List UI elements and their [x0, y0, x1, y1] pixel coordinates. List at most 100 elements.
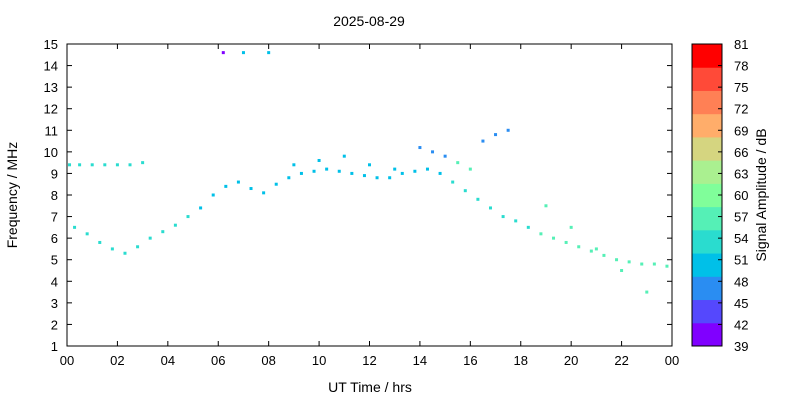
data-point	[173, 223, 177, 227]
data-point	[589, 249, 593, 253]
colorbar-segment	[692, 113, 722, 138]
data-point	[241, 51, 245, 55]
data-point	[640, 262, 644, 266]
data-point	[337, 169, 341, 173]
colorbar-tick-label: 39	[734, 339, 748, 354]
data-point	[299, 171, 303, 175]
data-point	[115, 163, 119, 167]
colorbar-segment	[692, 136, 722, 161]
data-point	[274, 182, 278, 186]
data-point	[514, 219, 518, 223]
colorbar-segment	[692, 322, 722, 347]
colorbar-segment	[692, 67, 722, 91]
data-point	[68, 163, 72, 167]
y-tick-label: 10	[44, 145, 58, 160]
data-point	[463, 189, 467, 193]
data-point	[249, 187, 253, 191]
data-point	[418, 146, 422, 150]
colorbar-tick-label: 51	[734, 253, 748, 268]
y-tick-label: 14	[44, 59, 58, 74]
data-point	[141, 161, 145, 165]
colorbar-tick-label: 75	[734, 80, 748, 95]
data-point	[136, 245, 140, 249]
data-point	[350, 171, 354, 175]
colorbar-tick-label: 57	[734, 210, 748, 225]
data-point	[506, 128, 510, 132]
colorbar-segment	[692, 253, 722, 277]
colorbar-tick-label: 60	[734, 188, 748, 203]
data-point	[569, 225, 573, 229]
data-point	[262, 191, 266, 195]
y-tick-label: 7	[51, 210, 58, 225]
data-point	[312, 169, 316, 173]
data-point	[481, 139, 485, 143]
data-point	[476, 197, 480, 201]
x-tick-label: 20	[564, 353, 578, 368]
y-tick-label: 4	[51, 274, 58, 289]
data-point	[199, 206, 203, 210]
colorbar-segment	[692, 299, 722, 324]
data-point	[425, 167, 429, 171]
x-tick-label: 02	[110, 353, 124, 368]
data-point	[211, 193, 215, 197]
data-point	[342, 154, 346, 158]
data-point	[85, 232, 89, 236]
x-tick-label: 06	[211, 353, 225, 368]
data-point	[98, 240, 102, 244]
y-tick-label: 6	[51, 231, 58, 246]
data-point	[400, 171, 404, 175]
colorbar-segment	[692, 229, 722, 254]
colorbar-tick-label: 81	[734, 37, 748, 52]
data-point	[123, 251, 127, 255]
x-tick-label: 14	[413, 353, 427, 368]
colorbar-tick-label: 54	[734, 231, 748, 246]
data-point	[90, 163, 94, 167]
data-point	[489, 206, 492, 210]
colorbar-tick-label: 42	[734, 317, 748, 332]
colorbar-tick-label: 78	[734, 59, 748, 74]
y-tick-label: 11	[45, 123, 59, 138]
colorbar-label: Signal Amplitude / dB	[753, 128, 769, 261]
data-point	[594, 247, 598, 251]
colorbar-segment	[692, 183, 722, 208]
colorbar-tick-label: 66	[734, 145, 748, 160]
data-point	[388, 176, 392, 180]
data-point	[431, 150, 435, 154]
data-point	[224, 184, 228, 188]
data-point	[267, 51, 271, 55]
data-point	[186, 215, 190, 219]
y-tick-label: 3	[51, 296, 58, 311]
y-tick-label: 1	[51, 339, 58, 354]
y-tick-label: 12	[44, 102, 58, 117]
data-point	[645, 290, 649, 294]
colorbar-tick-label: 45	[734, 296, 748, 311]
data-point	[539, 232, 543, 236]
data-point	[236, 180, 240, 184]
data-point	[73, 225, 77, 229]
data-point	[292, 163, 296, 167]
colorbar: 39 42 45 48 51 54 57 60 63 66 69 72 75 78 81	[691, 37, 748, 354]
data-point	[468, 167, 472, 171]
data-point	[564, 240, 568, 244]
data-point	[78, 163, 82, 167]
data-point	[148, 236, 152, 240]
x-tick-label: 12	[362, 353, 376, 368]
y-tick-label: 9	[51, 166, 58, 181]
colorbar-tick-label: 48	[734, 274, 748, 289]
colorbar-tick-label: 63	[734, 166, 748, 181]
data-point	[128, 163, 132, 167]
data-point	[161, 230, 165, 234]
data-point	[652, 262, 656, 266]
x-tick-label: 18	[514, 353, 528, 368]
colorbar-segment	[692, 44, 722, 68]
x-tick-label: 22	[614, 353, 628, 368]
data-point	[413, 169, 417, 173]
colorbar-segment	[692, 90, 722, 115]
data-point	[501, 215, 505, 219]
data-point	[103, 163, 107, 167]
data-point	[393, 167, 397, 171]
data-point	[456, 161, 460, 165]
data-point	[602, 253, 606, 257]
data-point	[317, 158, 321, 162]
